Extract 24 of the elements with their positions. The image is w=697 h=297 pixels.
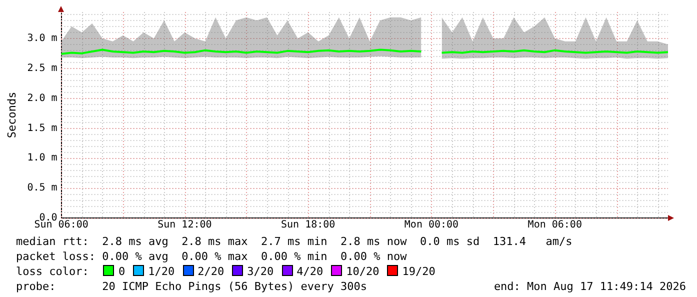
y-tick-label: 0.5 m	[27, 182, 58, 194]
y-tick-label: 3.0 m	[27, 32, 58, 44]
text: loss color:	[16, 265, 90, 278]
text: 2/20	[198, 265, 224, 278]
text: probe: 20 ICMP Echo Pings (56 Bytes) every 300s	[16, 280, 367, 293]
text: 3/20	[247, 265, 274, 278]
text: 10/20	[346, 265, 380, 278]
text: median rtt: 2.8 ms avg 2.8 ms max 2.7 ms min 2.8 ms now 0.0 ms sd 131.4 am/s	[16, 235, 572, 248]
y-tick-label: 2.5 m	[27, 62, 58, 74]
text: 4/20	[296, 265, 324, 278]
x-tick-label: Sun 12:00	[158, 220, 212, 231]
text: packet loss: 0.00 % avg 0.00 % max 0.00 % min 0.00 % now	[16, 250, 407, 263]
y-axis-title: Seconds	[5, 92, 18, 138]
text: 19/20	[402, 265, 436, 278]
y-tick-label: 1.0 m	[27, 152, 58, 164]
y-tick-label: 2.0 m	[27, 92, 58, 104]
y-tick-label: 1.5 m	[27, 122, 58, 134]
x-tick-label: Sun 06:00	[34, 220, 88, 231]
x-tick-label: Mon 06:00	[528, 220, 582, 231]
x-tick-label: Mon 00:00	[404, 220, 459, 231]
x-tick-label: Sun 18:00	[281, 220, 336, 231]
text: end: Mon Aug 17 11:49:14 2026	[494, 279, 686, 294]
text: 0	[118, 265, 126, 278]
text: 1/20	[148, 265, 175, 278]
